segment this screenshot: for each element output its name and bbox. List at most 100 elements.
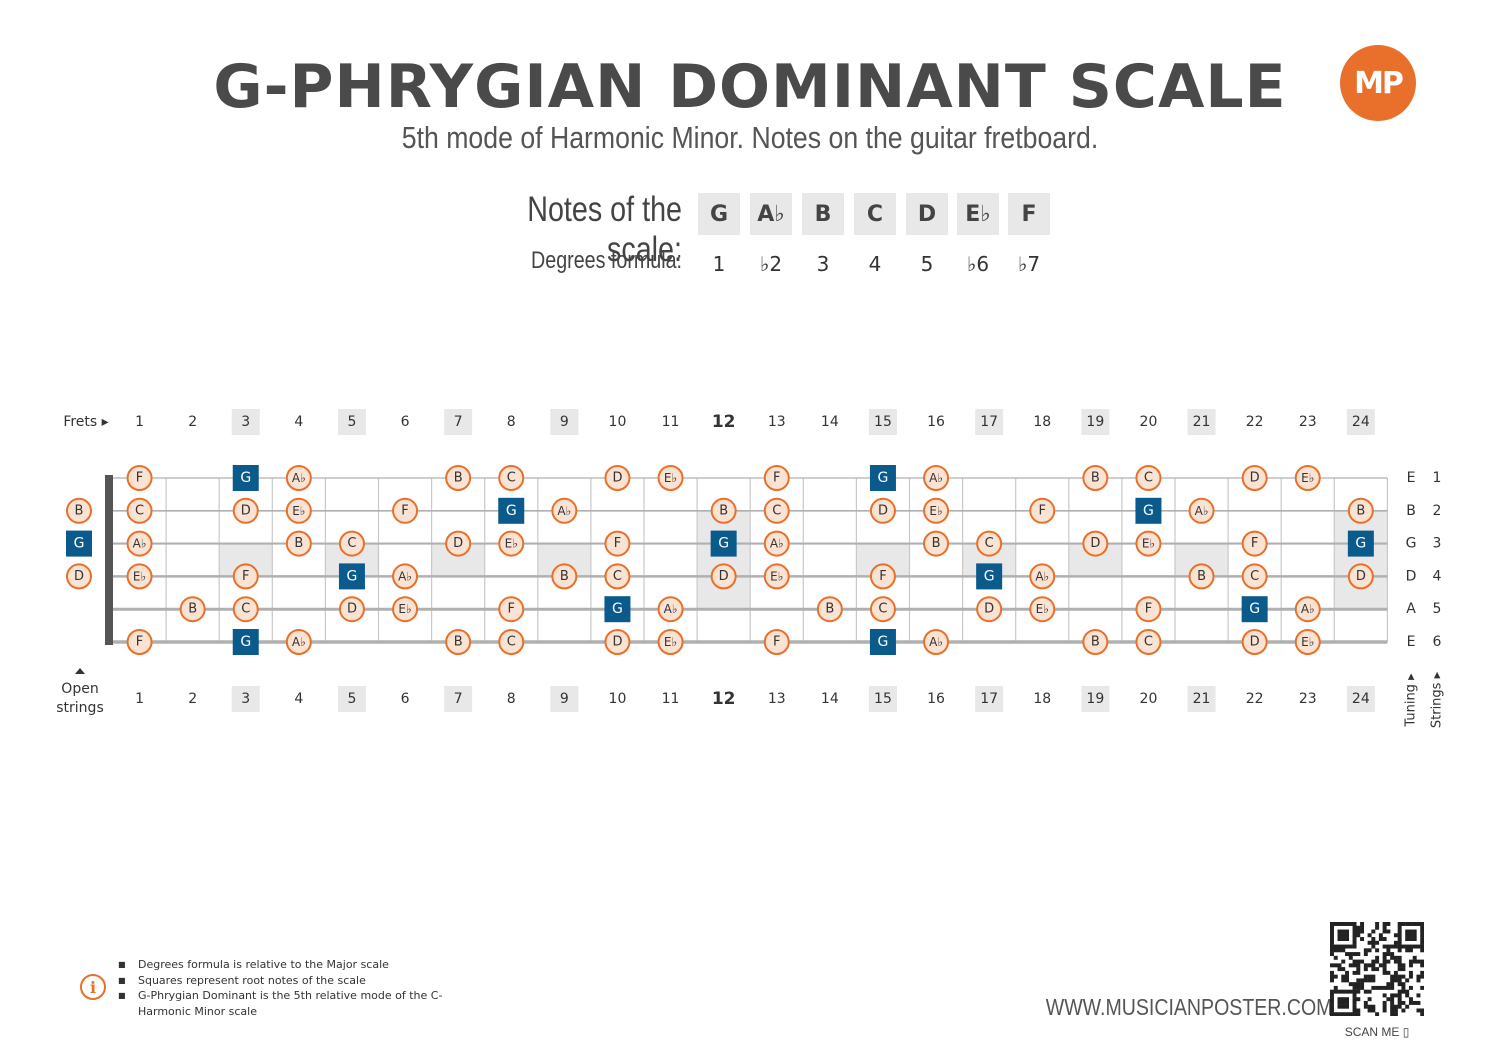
fret-number-bottom: 19	[1086, 691, 1104, 707]
fret-note	[710, 497, 737, 524]
fret-note-label: G	[506, 503, 517, 519]
fret-note-label: G	[347, 568, 358, 584]
website-link[interactable]: WWW.MUSICIANPOSTER.COM	[1045, 994, 1333, 1020]
fret-number-top: 14	[821, 414, 839, 430]
tuning-label: E	[1407, 470, 1416, 486]
fret-note-label: E♭	[664, 635, 677, 649]
fret-note	[1082, 629, 1109, 655]
fret-note	[126, 530, 153, 557]
fret-note-label: D	[453, 536, 463, 551]
fret-note-label: E♭	[292, 504, 305, 518]
fret-note	[232, 596, 259, 623]
fret-number-marker	[444, 409, 473, 435]
tuning-label: A	[1406, 601, 1416, 617]
scale-note-1: G	[698, 193, 740, 235]
fret-note	[869, 596, 896, 623]
fret-note	[338, 596, 365, 623]
scale-degree-1: 1	[712, 252, 726, 276]
fret-note	[869, 563, 896, 590]
fret-note-label: F	[1145, 602, 1152, 617]
fret-note-label: D	[984, 602, 994, 617]
fret-number-top: 22	[1246, 414, 1264, 430]
scale-degree-2: ♭2	[759, 252, 783, 276]
fret-number-top: 13	[768, 414, 786, 430]
brand-logo[interactable]: MP	[1340, 45, 1416, 121]
info-icon: i	[80, 974, 106, 1000]
fret-note	[1135, 530, 1162, 557]
fret-note	[763, 497, 790, 524]
fret-note	[126, 563, 153, 590]
open-string-note	[66, 563, 92, 590]
fret-note-label: A♭	[133, 537, 147, 551]
fret-note-root	[710, 530, 737, 557]
fret-number-bottom: 4	[294, 691, 303, 707]
fret-note-label: D	[1090, 536, 1100, 551]
fret-note-label: F	[773, 471, 780, 486]
fret-note	[126, 497, 153, 524]
fret-number-bottom: 14	[821, 691, 839, 707]
fret-note-label: F	[401, 503, 408, 518]
fret-number-marker	[337, 686, 366, 712]
fret-note	[763, 465, 790, 491]
fret-note-label: E♭	[929, 504, 942, 518]
fret-note-label: G	[878, 634, 889, 650]
fret-number-marker	[868, 686, 897, 712]
scale-degree-7: ♭7	[1017, 252, 1041, 276]
fret-number-marker	[1187, 686, 1216, 712]
fret-note-label: G	[612, 601, 623, 617]
fret-number-top: 9	[560, 414, 569, 430]
fret-number-top: 19	[1086, 414, 1104, 430]
fret-note-label: C	[1144, 471, 1153, 486]
fret-note-label: G	[878, 470, 889, 486]
fret-note	[604, 563, 631, 590]
fret-note-label: C	[878, 602, 887, 617]
fret-note-root	[604, 596, 631, 623]
fret-number-bottom: 10	[609, 691, 627, 707]
fret-number-bottom: 1	[135, 691, 144, 707]
fret-number-top: 8	[507, 414, 516, 430]
fret-note	[232, 563, 259, 590]
fret-number-marker	[550, 409, 579, 435]
fret-note-label: B	[1356, 503, 1365, 518]
fret-note-label: F	[1039, 503, 1046, 518]
tuning-label: B	[1406, 503, 1416, 519]
fret-note-root	[976, 563, 1003, 590]
fret-note-root	[232, 465, 259, 491]
fret-note-root	[1135, 497, 1162, 524]
fret-number-marker	[231, 409, 260, 435]
page-subtitle: 5th mode of Harmonic Minor. Notes on the…	[401, 120, 1099, 155]
fret-note-label: G	[984, 568, 995, 584]
fret-number-top: 2	[188, 414, 197, 430]
fret-note	[1029, 497, 1056, 524]
fret-note-label: C	[507, 471, 516, 486]
fret-note-label: A♭	[398, 569, 412, 583]
fret-number-top: 5	[347, 414, 356, 430]
tuning-column-label: Tuning ▸	[1404, 673, 1419, 728]
fret-note-label: A♭	[1035, 569, 1049, 583]
fret-note	[1294, 629, 1321, 655]
qr-code-icon[interactable]	[1330, 922, 1424, 1016]
tuning-label: D	[1406, 568, 1417, 584]
info-note: Squares represent root notes of the scal…	[118, 973, 458, 989]
fret-number-marker	[1187, 409, 1216, 435]
fret-note	[1135, 465, 1162, 491]
tuning-label: G	[1406, 536, 1417, 552]
notes-of-scale-label: Notes of the scale:	[527, 190, 682, 269]
fret-number-bottom: 13	[768, 691, 786, 707]
fret-note-label: A♭	[929, 635, 943, 649]
fret-number-marker	[231, 686, 260, 712]
fret-note	[816, 596, 843, 623]
fret-number-bottom: 23	[1299, 691, 1317, 707]
frets-label: Frets ▸	[63, 414, 108, 430]
open-string-note	[66, 497, 92, 524]
info-note: G-Phrygian Dominant is the 5th relative …	[118, 988, 458, 1019]
fret-note-root	[1347, 530, 1374, 557]
fret-note-label: B	[932, 536, 941, 551]
fret-note-label: B	[1197, 569, 1206, 584]
fret-note	[285, 497, 312, 524]
fret-number-top: 24	[1352, 414, 1370, 430]
fret-note-label: C	[135, 503, 144, 518]
open-strings-label: strings	[56, 700, 103, 716]
fret-number-marker	[550, 686, 579, 712]
nut	[105, 475, 113, 645]
